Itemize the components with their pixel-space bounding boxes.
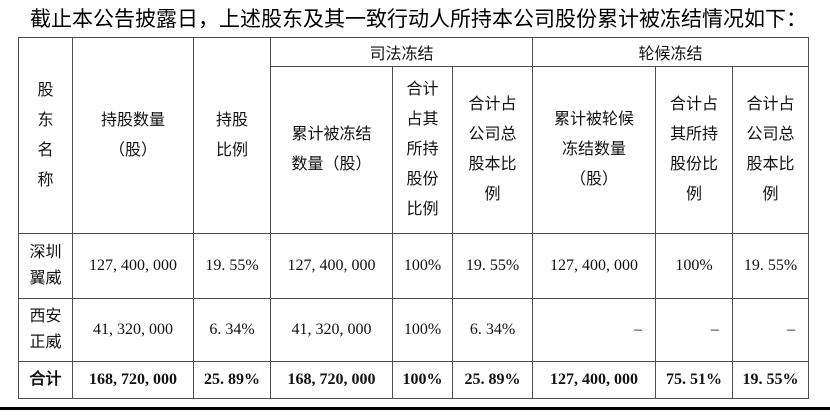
col-header-waiting-pct-of-total: 合计占 公司总 股本比 例 — [732, 66, 809, 234]
group-header-judicial-freeze: 司法冻结 — [270, 37, 533, 67]
waiting-pct-of-total-value: – — [732, 298, 809, 362]
waiting-pct-of-held-value: – — [655, 298, 733, 362]
waiting-frozen-qty-value: – — [532, 298, 656, 362]
group-header-waiting-freeze: 轮候冻结 — [532, 37, 809, 67]
waiting-frozen-qty-value: 127, 400, 000 — [532, 233, 656, 299]
table-row: 深圳 翼威 127, 400, 000 19. 55% 127, 400, 00… — [18, 233, 809, 299]
waiting-pct-of-total-value: 19. 55% — [732, 233, 809, 299]
col-header-waiting-frozen-qty: 累计被轮候 冻结数量 （股） — [532, 66, 656, 234]
table-total-row: 合计 168, 720, 000 25. 89% 168, 720, 000 1… — [18, 361, 809, 399]
table-row: 西安 正威 41, 320, 000 6. 34% 41, 320, 000 1… — [18, 298, 809, 362]
bottom-divider-rule — [0, 407, 830, 410]
shares-held-value: 168, 720, 000 — [72, 361, 194, 399]
judicial-pct-of-total-value: 25. 89% — [452, 361, 533, 399]
col-header-waiting-pct-of-held: 合计占 其所持 股份比 例 — [655, 66, 733, 234]
judicial-frozen-qty-value: 41, 320, 000 — [270, 298, 393, 362]
judicial-pct-of-total-value: 19. 55% — [452, 233, 533, 299]
frozen-shares-table: 股 东 名 称 持股数量 （股） 持股 比例 司法冻结 轮候冻结 累计被冻结 数… — [18, 37, 809, 399]
judicial-pct-of-total-value: 6. 34% — [452, 298, 533, 362]
holding-ratio-value: 19. 55% — [193, 233, 271, 299]
judicial-pct-of-held-value: 100% — [392, 233, 453, 299]
sub-header-row: 累计被冻结 数量（股） 合计 占其 所持 股份 比例 合计占 公司总 股本比 例… — [19, 66, 809, 234]
waiting-pct-of-total-value: 19. 55% — [732, 361, 809, 399]
shareholder-name: 西安 正威 — [18, 298, 73, 362]
judicial-pct-of-held-value: 100% — [392, 298, 453, 362]
col-header-judicial-pct-of-total: 合计占 公司总 股本比 例 — [452, 66, 533, 234]
group-header-row: 股 东 名 称 持股数量 （股） 持股 比例 司法冻结 轮候冻结 — [18, 37, 809, 234]
judicial-frozen-qty-value: 127, 400, 000 — [270, 233, 393, 299]
waiting-frozen-qty-value: 127, 400, 000 — [532, 361, 656, 399]
shares-held-value: 127, 400, 000 — [72, 233, 194, 299]
waiting-pct-of-held-value: 100% — [655, 233, 733, 299]
shareholder-name: 深圳 翼威 — [18, 233, 73, 299]
judicial-frozen-qty-value: 168, 720, 000 — [270, 361, 393, 399]
holding-ratio-value: 25. 89% — [193, 361, 271, 399]
col-header-judicial-frozen-qty: 累计被冻结 数量（股） — [270, 66, 393, 234]
waiting-pct-of-held-value: 75. 51% — [655, 361, 733, 399]
page-title: 截止本公告披露日，上述股东及其一致行动人所持本公司股份累计被冻结情况如下： — [30, 7, 807, 31]
col-header-judicial-pct-of-held: 合计 占其 所持 股份 比例 — [392, 66, 453, 234]
total-label: 合计 — [18, 361, 73, 399]
holding-ratio-value: 6. 34% — [193, 298, 271, 362]
col-header-shareholder-name: 股 东 名 称 — [18, 37, 73, 234]
col-header-holding-ratio: 持股 比例 — [193, 37, 271, 234]
judicial-pct-of-held-value: 100% — [392, 361, 453, 399]
shares-held-value: 41, 320, 000 — [72, 298, 194, 362]
col-header-shares-held: 持股数量 （股） — [72, 37, 194, 234]
